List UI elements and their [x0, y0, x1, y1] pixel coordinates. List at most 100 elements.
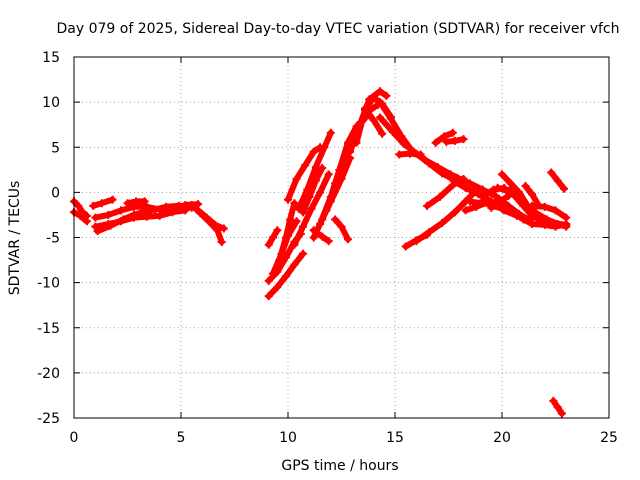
data-point — [440, 132, 449, 141]
axis-ticks — [73, 56, 610, 419]
x-tick-labels: 0 5 10 15 20 25 — [70, 430, 618, 446]
series-track — [331, 215, 352, 244]
data-point — [459, 135, 468, 144]
series-track — [123, 197, 149, 208]
series-track — [187, 201, 226, 247]
data-point — [493, 195, 502, 204]
data-point — [294, 204, 303, 213]
data-point — [510, 210, 519, 219]
data-point — [93, 227, 102, 236]
x-tick-label: 25 — [600, 430, 618, 446]
data-point — [498, 170, 506, 179]
data-point — [465, 197, 474, 206]
data-point — [298, 249, 307, 258]
data-point — [547, 168, 556, 177]
series-line — [71, 198, 90, 219]
data-point — [487, 203, 496, 212]
series-track — [275, 199, 299, 265]
data-point — [117, 206, 126, 215]
series-line — [276, 200, 298, 264]
y-axis-label: SDTVAR / TECUs — [7, 181, 23, 296]
x-tick-label: 5 — [177, 430, 186, 446]
data-point — [290, 260, 299, 269]
data-point — [309, 147, 318, 156]
series-track — [549, 396, 566, 418]
series-track — [294, 128, 335, 213]
series-track — [401, 230, 432, 251]
series-track — [284, 143, 325, 204]
data-point — [540, 202, 549, 211]
data-point — [343, 235, 352, 244]
data-point — [431, 138, 440, 147]
data-point — [174, 201, 183, 210]
data-point — [527, 219, 536, 228]
series-track — [442, 135, 468, 146]
series-line — [529, 202, 570, 221]
data-point — [493, 183, 502, 192]
data-point — [540, 220, 549, 229]
data-point — [309, 233, 318, 242]
data-point — [470, 188, 479, 197]
data-point — [140, 197, 149, 206]
series-line — [195, 207, 227, 232]
series-track — [506, 184, 532, 213]
data-point — [480, 191, 489, 200]
series-track — [423, 174, 468, 210]
data-point — [97, 199, 106, 208]
data-point — [316, 143, 325, 152]
series-track — [431, 128, 457, 147]
data-point — [521, 182, 530, 191]
data-point — [369, 93, 378, 102]
data-point — [331, 179, 340, 188]
data-point — [560, 184, 569, 193]
series-track — [527, 201, 571, 222]
data-point — [211, 220, 220, 229]
data-point — [301, 161, 310, 170]
data-point — [91, 213, 100, 222]
data-point — [551, 206, 560, 215]
series-track — [290, 170, 333, 249]
data-point — [438, 169, 447, 178]
series-track — [264, 226, 282, 249]
data-point — [461, 183, 470, 192]
data-point — [450, 208, 459, 217]
data-point — [423, 230, 432, 239]
data-point — [298, 208, 307, 217]
data-point — [303, 185, 312, 194]
data-point — [322, 206, 331, 215]
data-point — [395, 150, 404, 159]
y-tick-label: -20 — [37, 366, 60, 382]
data-point — [290, 199, 299, 208]
data-point — [450, 136, 459, 145]
data-point — [324, 237, 333, 246]
data-point — [337, 222, 346, 231]
data-point — [399, 139, 408, 148]
data-point — [316, 188, 325, 197]
data-point — [438, 219, 447, 228]
data-point — [401, 242, 410, 251]
data-point — [376, 87, 385, 96]
data-point — [76, 211, 85, 220]
data-point — [448, 181, 457, 190]
data-point — [412, 236, 421, 245]
x-tick-label: 20 — [493, 430, 511, 446]
data-point — [557, 409, 566, 418]
data-point — [448, 128, 457, 137]
data-point — [162, 202, 171, 211]
x-tick-label: 0 — [70, 430, 79, 446]
data-point — [194, 206, 203, 215]
data-point — [549, 396, 558, 405]
data-point — [416, 150, 425, 159]
data-point — [562, 213, 571, 222]
x-tick-label: 15 — [386, 430, 404, 446]
data-point — [527, 201, 536, 210]
data-point — [82, 217, 91, 226]
data-point — [382, 91, 391, 100]
data-point — [551, 222, 560, 231]
data-point — [273, 226, 282, 235]
data-point — [442, 137, 451, 146]
data-point — [326, 128, 335, 137]
data-point — [506, 184, 515, 193]
data-point — [307, 204, 316, 213]
data-point — [361, 104, 370, 113]
